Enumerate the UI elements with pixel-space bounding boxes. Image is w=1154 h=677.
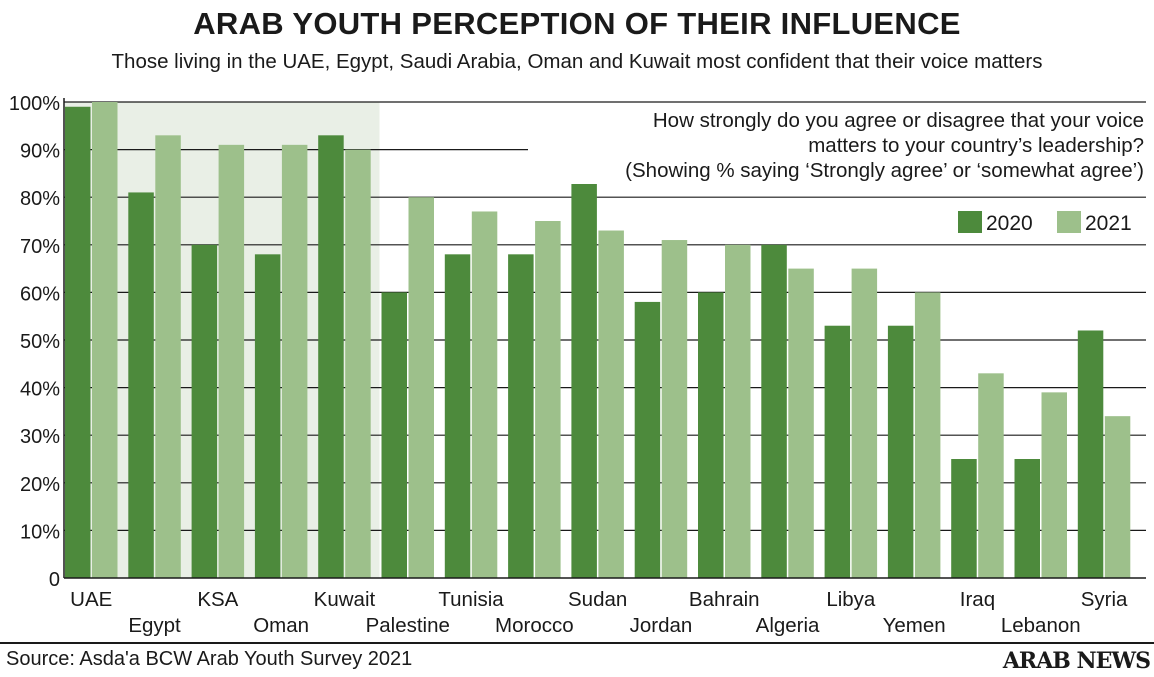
x-tick-label: Kuwait: [314, 588, 376, 611]
y-tick-label: 20%: [20, 474, 60, 496]
bar-2020-ksa: [191, 244, 218, 579]
bar-2020-sudan: [571, 182, 597, 579]
x-tick-label: Syria: [1081, 588, 1128, 611]
bar-2020-egypt: [128, 192, 154, 578]
x-tick-label: Palestine: [366, 614, 450, 637]
y-tick-label: 0: [49, 569, 60, 591]
bar-2021-syria: [1104, 416, 1131, 578]
bar-2021-lebanon: [1041, 392, 1067, 578]
bar-2020-tunisia: [444, 254, 471, 578]
x-tick-label: Egypt: [128, 614, 181, 637]
bar-2021-morocco: [535, 221, 561, 578]
y-tick-label: 80%: [20, 188, 60, 210]
question-annotation-line: matters to your country’s leadership?: [808, 134, 1144, 157]
bar-2020-algeria: [761, 244, 787, 579]
chart-title: ARAB YOUTH PERCEPTION OF THEIR INFLUENCE: [193, 6, 961, 41]
x-tick-label: Morocco: [495, 614, 574, 637]
x-tick-label: Jordan: [630, 614, 693, 637]
footer-divider: [0, 642, 1154, 644]
bar-2021-kuwait: [345, 149, 371, 578]
y-tick-label: 60%: [20, 283, 60, 305]
x-tick-label: Tunisia: [438, 588, 504, 611]
bar-2020-iraq: [951, 459, 977, 578]
chart-subtitle: Those living in the UAE, Egypt, Saudi Ar…: [111, 50, 1043, 73]
x-tick-label: Lebanon: [1001, 614, 1081, 637]
legend-label-2021: 2021: [1085, 212, 1132, 235]
bar-chart: 0 10% 20% 30% 40% 50% 60% 70% 80% 90% 100% UAE Egypt…: [9, 93, 1146, 637]
y-tick-label: 40%: [20, 379, 60, 401]
bar-2021-uae: [92, 102, 118, 578]
x-tick-label: Sudan: [568, 588, 627, 611]
bar-2020-libya: [824, 325, 851, 578]
x-tick-label: Oman: [253, 614, 309, 637]
x-tick-label: UAE: [70, 588, 112, 611]
bar-2021-iraq: [978, 373, 1004, 578]
legend-backing: [950, 204, 1146, 240]
bar-2021-oman: [281, 144, 308, 578]
y-tick-label: 10%: [20, 521, 60, 543]
bar-2020-syria: [1077, 330, 1104, 578]
legend-label-2020: 2020: [986, 212, 1033, 235]
y-tick-label: 30%: [20, 426, 60, 448]
bar-2021-libya: [851, 268, 878, 578]
question-annotation-line: How strongly do you agree or disagree th…: [653, 109, 1144, 132]
y-tick-label: 100%: [9, 93, 60, 115]
source-note: Source: Asda'a BCW Arab Youth Survey 202…: [6, 648, 413, 670]
bar-2020-yemen: [887, 325, 914, 578]
bar-2021-bahrain: [725, 244, 751, 579]
x-tick-label: KSA: [197, 588, 238, 611]
x-tick-label: Bahrain: [689, 588, 760, 611]
annotation-backing: [528, 106, 1146, 184]
legend-swatch-2020: [958, 211, 982, 233]
bar-2021-egypt: [155, 135, 181, 578]
bar-2021-jordan: [661, 240, 688, 579]
bar-2021-yemen: [914, 292, 941, 578]
bar-2021-ksa: [218, 144, 245, 578]
bar-2020-palestine: [381, 292, 407, 578]
bar-2021-sudan: [598, 230, 624, 578]
x-tick-label: Iraq: [960, 588, 995, 611]
x-tick-label: Algeria: [756, 614, 820, 637]
y-tick-label: 70%: [20, 236, 60, 258]
bar-2020-bahrain: [698, 292, 724, 578]
y-tick-label: 50%: [20, 331, 60, 353]
bar-2020-morocco: [508, 254, 534, 578]
bar-2020-jordan: [634, 301, 661, 578]
question-annotation-line: (Showing % saying ‘Strongly agree’ or ‘s…: [625, 159, 1144, 182]
bar-2020-uae: [65, 106, 91, 578]
bar-2021-palestine: [408, 197, 434, 578]
y-tick-label: 90%: [20, 141, 60, 163]
x-tick-label: Yemen: [883, 614, 946, 637]
legend-swatch-2021: [1057, 211, 1081, 233]
bar-2020-oman: [254, 254, 281, 578]
bar-2021-tunisia: [471, 211, 498, 579]
bar-2020-kuwait: [318, 135, 344, 578]
bar-2020-lebanon: [1014, 459, 1040, 578]
brand-logo: ARAB NEWS: [1002, 648, 1151, 674]
bar-2021-algeria: [788, 268, 814, 578]
x-tick-label: Libya: [826, 588, 876, 611]
